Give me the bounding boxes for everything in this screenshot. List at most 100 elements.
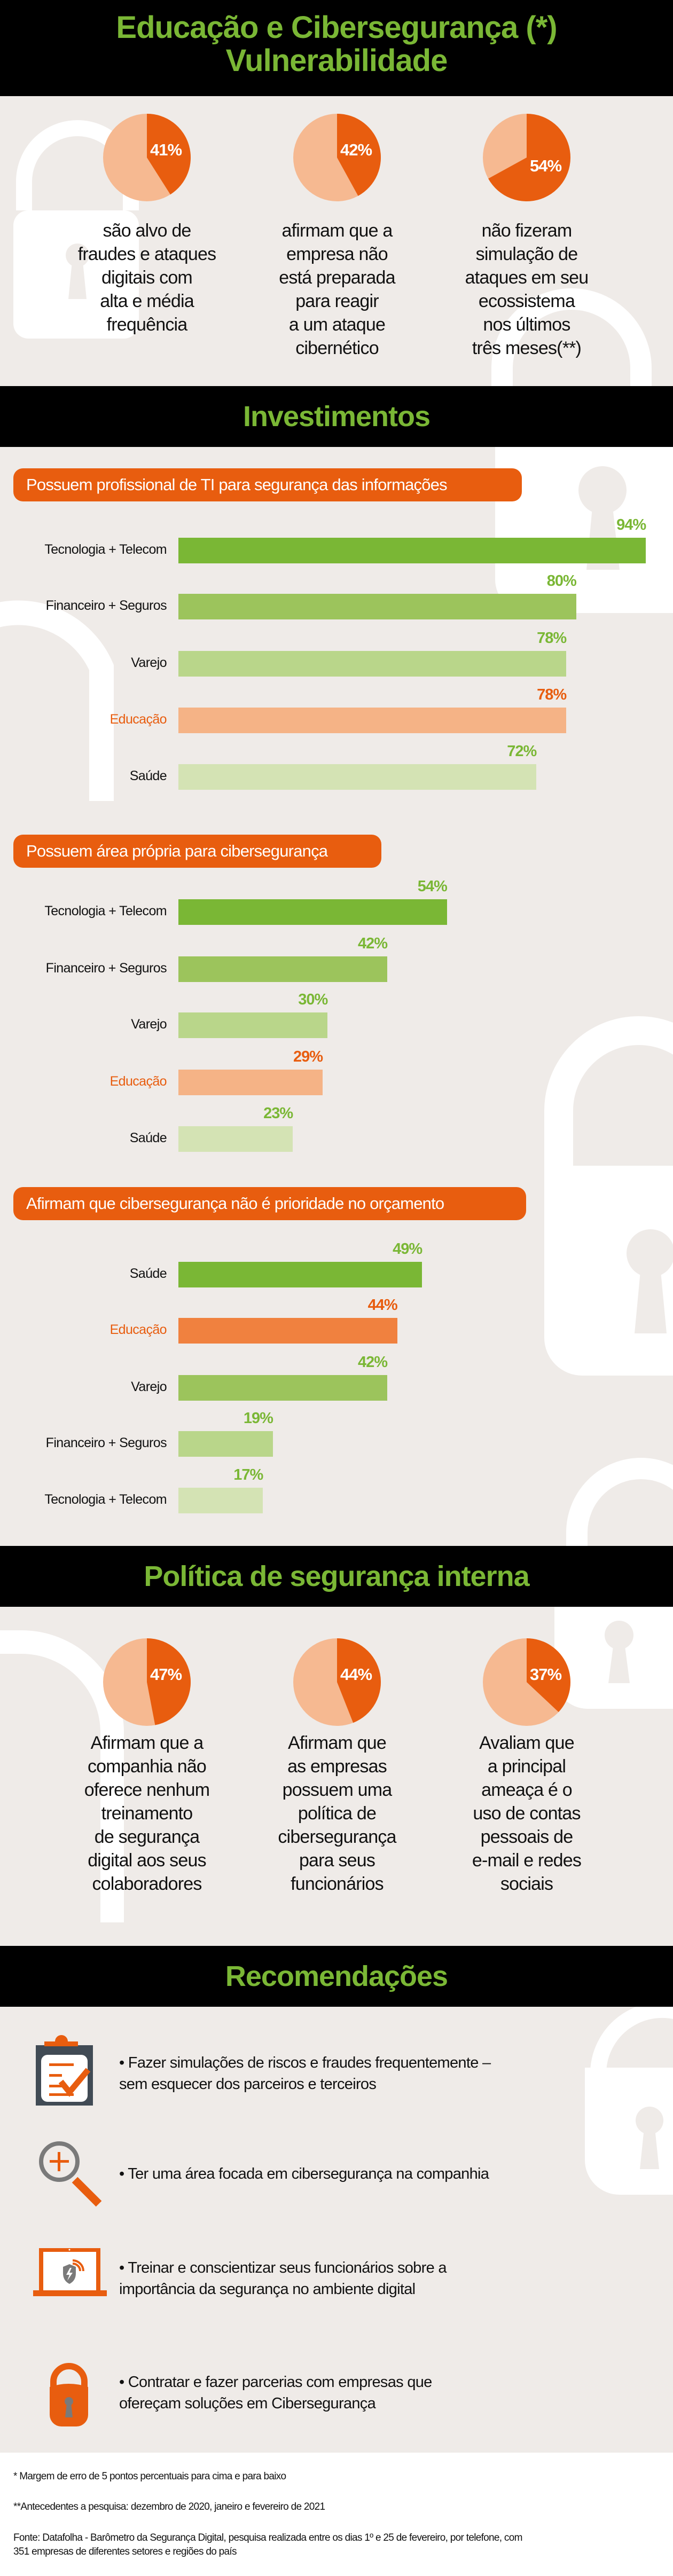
section-title: Política de segurança interna bbox=[144, 1560, 529, 1592]
magnifier-plus-icon bbox=[39, 2141, 102, 2207]
recommendation-line: • Treinar e conscientizar seus funcionár… bbox=[119, 2259, 447, 2276]
stat-description-line: não fizeram bbox=[481, 221, 573, 241]
stat-description-line: Avaliam que bbox=[479, 1733, 574, 1753]
bar-category-label: Varejo bbox=[131, 1379, 167, 1394]
section-title: Investimentos bbox=[242, 400, 431, 433]
bar-value-label: 80% bbox=[546, 572, 577, 590]
stat-description-line: cibersegurança bbox=[278, 1827, 396, 1847]
chart-title: Afirmam que cibersegurança não é priorid… bbox=[13, 1187, 526, 1220]
bar bbox=[178, 1318, 397, 1344]
pie-chart bbox=[103, 1638, 191, 1726]
stat-description-line: companhia não bbox=[87, 1756, 207, 1777]
pie-slice-value bbox=[337, 1638, 381, 1723]
pie-value-label: 42% bbox=[340, 140, 372, 159]
vulnerabilidade-pies bbox=[103, 114, 570, 202]
recommendation-item: • Ter uma área focada em cibersegurança … bbox=[119, 2163, 489, 2185]
stat-description-line: empresa não bbox=[286, 244, 388, 264]
decorative-padlock-icon bbox=[0, 1630, 124, 1922]
stat-description-line: alta e média bbox=[100, 291, 194, 311]
stat-description-line: possuem uma bbox=[282, 1780, 393, 1800]
pie-value-label: 44% bbox=[340, 1665, 372, 1684]
politica-pies bbox=[103, 1638, 570, 1726]
bar bbox=[178, 594, 576, 619]
stat-description-line: três meses(**) bbox=[472, 338, 582, 358]
bar bbox=[178, 1431, 273, 1457]
pie-slice-value bbox=[337, 114, 381, 196]
bar-category-label: Educação bbox=[109, 712, 167, 727]
main-header: Educação e Cibersegurança (*) Vulnerabil… bbox=[0, 0, 673, 96]
bar-category-label: Financeiro + Seguros bbox=[45, 1435, 167, 1450]
bar bbox=[178, 1126, 293, 1152]
bar-category-label: Tecnologia + Telecom bbox=[44, 542, 167, 557]
stat-description-line: política de bbox=[298, 1803, 377, 1824]
stat-description-line: de segurança bbox=[94, 1827, 200, 1847]
stat-description-line: a um ataque bbox=[288, 315, 386, 335]
bar-value-label: 23% bbox=[263, 1105, 293, 1122]
stat-description-line: são alvo de bbox=[103, 221, 191, 241]
stat-description-line: funcionários bbox=[291, 1874, 384, 1894]
bar-category-label: Varejo bbox=[131, 1017, 167, 1032]
stat-description-line: e-mail e redes bbox=[472, 1850, 582, 1871]
footnote-margin: * Margem de erro de 5 pontos percentuais… bbox=[13, 2471, 286, 2482]
stat-description-line: para seus bbox=[299, 1850, 375, 1871]
bar-category-label: Saúde bbox=[129, 1266, 167, 1281]
pie-slice-value bbox=[147, 114, 191, 195]
pie-chart bbox=[293, 114, 381, 201]
bar bbox=[178, 1488, 263, 1513]
stat-description-line: digitais com bbox=[101, 268, 193, 288]
bar-category-label: Educação bbox=[109, 1074, 167, 1089]
pie-chart bbox=[483, 114, 570, 202]
section-title: Recomendações bbox=[225, 1960, 448, 1992]
pie-chart bbox=[483, 1638, 570, 1726]
stat-description-line: colaboradores bbox=[92, 1874, 202, 1894]
stat-description: Afirmam que a companhia não oferece nenhum… bbox=[56, 1731, 238, 1896]
bar-value-label: 30% bbox=[298, 991, 328, 1008]
bar-value-label: 19% bbox=[243, 1410, 273, 1427]
stat-description: afirmam que a empresa não está preparada pa… bbox=[246, 219, 428, 360]
recommendation-line: importância da segurança no ambiente dig… bbox=[119, 2281, 416, 2298]
bar bbox=[178, 1012, 328, 1038]
recommendation-item: • Fazer simulações de riscos e fraudes f… bbox=[119, 2052, 491, 2095]
chart-title: Possuem profissional de TI para seguranç… bbox=[13, 468, 522, 501]
bar bbox=[178, 1262, 422, 1287]
bar-value-label: 44% bbox=[367, 1297, 398, 1314]
pie-slice-value bbox=[527, 1638, 570, 1713]
recommendation-item: • Contratar e fazer parcerias com empres… bbox=[119, 2371, 432, 2414]
bar-category-label: Tecnologia + Telecom bbox=[44, 1492, 167, 1507]
pie-chart bbox=[103, 114, 191, 201]
bar bbox=[178, 899, 447, 925]
recommendation-line: • Contratar e fazer parcerias com empres… bbox=[119, 2374, 432, 2391]
bar-category-label: Saúde bbox=[129, 768, 167, 783]
bar-value-label: 78% bbox=[537, 686, 567, 703]
section-title-vulnerabilidade: Vulnerabilidade bbox=[225, 43, 448, 78]
stat-description-line: oferece nenhum bbox=[84, 1780, 210, 1800]
bar-category-label: Saúde bbox=[129, 1130, 167, 1145]
stat-description-line: Afirmam que bbox=[288, 1733, 387, 1753]
decorative-padlock-icon bbox=[0, 600, 114, 801]
pie-chart bbox=[293, 1638, 381, 1726]
page-title: Educação e Cibersegurança (*) bbox=[116, 10, 557, 45]
section-header-politica: Política de segurança interna bbox=[0, 1546, 673, 1607]
bar bbox=[178, 1375, 388, 1401]
bar-value-label: 42% bbox=[357, 935, 388, 952]
bar bbox=[178, 956, 388, 982]
pie-value-label: 41% bbox=[150, 140, 182, 159]
section-header-recomendacoes: Recomendações bbox=[0, 1946, 673, 2007]
bar-value-label: 49% bbox=[393, 1240, 422, 1258]
decorative-padlock-icon bbox=[491, 288, 673, 613]
bar bbox=[178, 1070, 323, 1095]
stat-description: Avaliam que a principal ameaça é o uso de c… bbox=[436, 1731, 617, 1896]
stat-description-line: pessoais de bbox=[480, 1827, 573, 1847]
clipboard-check-icon bbox=[36, 2035, 93, 2106]
decorative-padlock-icon bbox=[554, 1458, 673, 1709]
stat-description: Afirmam que as empresas possuem uma polític… bbox=[246, 1731, 428, 1896]
stat-description-line: ameaça é o bbox=[481, 1780, 572, 1800]
background-padlocks bbox=[0, 120, 673, 2195]
laptop-shield-icon bbox=[33, 2248, 107, 2296]
stat-description-line: fraudes e ataques bbox=[77, 244, 216, 264]
stat-description-line: cibernético bbox=[295, 338, 379, 358]
stat-description-line: a principal bbox=[487, 1756, 566, 1777]
bar-value-label: 54% bbox=[417, 878, 448, 895]
bar bbox=[178, 764, 537, 790]
stat-description-line: Afirmam que a bbox=[90, 1733, 204, 1753]
